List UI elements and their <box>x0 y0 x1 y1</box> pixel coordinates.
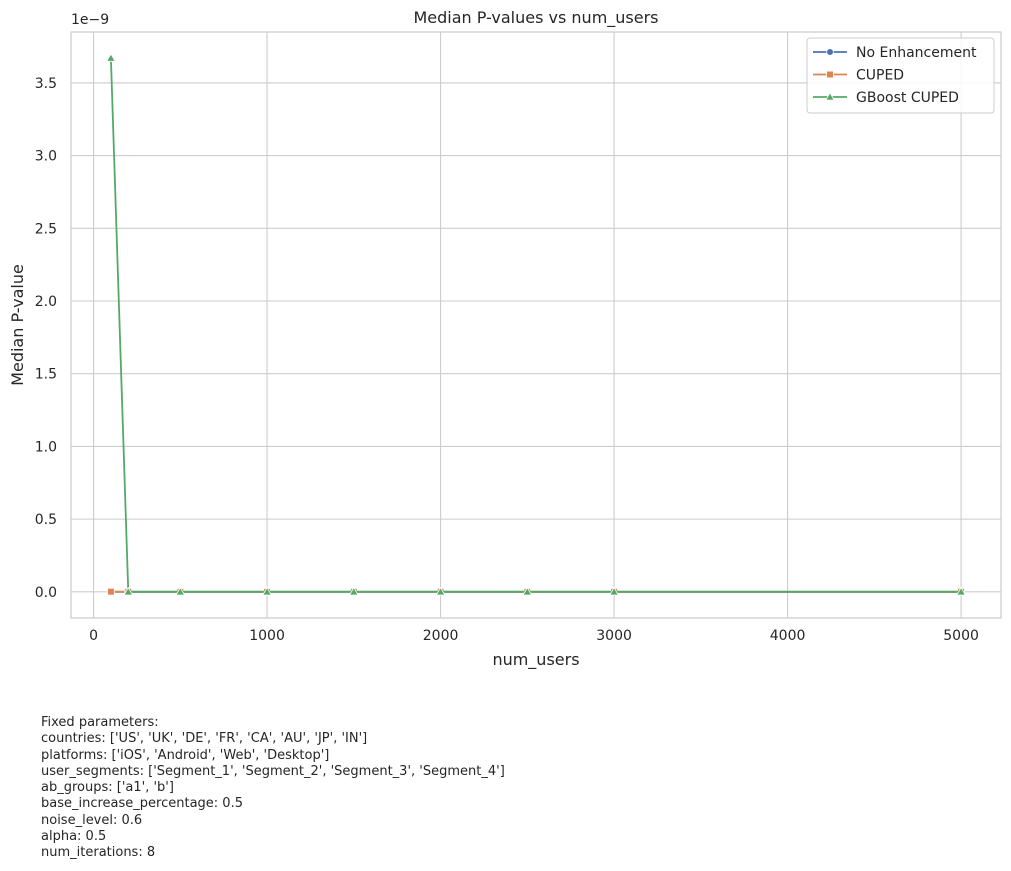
data-point-gboost-cuped <box>175 586 186 596</box>
line-chart: 0 1000 2000 3000 4000 5000 0.0 0.5 1.0 1.5 2.0 2.5 3… <box>8 8 1002 670</box>
series-layer <box>106 53 966 596</box>
y-axis-scale-label: 1e−9 <box>71 12 109 28</box>
x-tick-label: 5000 <box>943 628 979 644</box>
legend-item-gboost-cuped: GBoost CUPED <box>813 90 959 106</box>
legend-marker-cuped <box>826 70 834 79</box>
y-tick-label: 0.5 <box>35 512 57 528</box>
grid <box>71 32 1001 618</box>
legend-item-no-enhancement: No Enhancement <box>813 45 977 61</box>
legend-item-cuped: CUPED <box>813 68 904 84</box>
fixed-parameter-line: num_iterations: 8 <box>41 845 156 861</box>
y-tick-label: 3.0 <box>35 149 57 165</box>
series-gboost-cuped <box>106 53 966 596</box>
data-point-cuped <box>107 587 115 596</box>
fixed-parameters-box: Fixed parameters: countries: ['US', 'UK'… <box>41 715 505 862</box>
fixed-parameter-line: countries: ['US', 'UK', 'DE', 'FR', 'CA'… <box>41 731 368 747</box>
data-point-gboost-cuped <box>106 53 116 62</box>
x-tick-label: 3000 <box>596 628 632 644</box>
legend-box <box>806 37 995 114</box>
x-axis-label: num_users <box>492 650 579 670</box>
data-point-gboost-cuped <box>522 586 533 596</box>
legend-label: No Enhancement <box>856 45 977 61</box>
y-tick-label: 2.0 <box>35 294 57 310</box>
x-tick-label: 1000 <box>249 628 285 644</box>
fixed-parameter-line: platforms: ['iOS', 'Android', 'Web', 'De… <box>41 747 330 763</box>
chart-title: Median P-values vs num_users <box>413 8 658 28</box>
data-point-gboost-cuped <box>348 586 359 596</box>
x-tick-label: 4000 <box>770 628 806 644</box>
data-point-gboost-cuped <box>609 586 619 596</box>
y-tick-label: 0.0 <box>35 585 57 601</box>
fixed-parameters-heading: Fixed parameters: <box>41 715 159 730</box>
data-point-gboost-cuped <box>956 586 966 596</box>
x-tick-label: 2000 <box>423 628 459 644</box>
data-point-gboost-cuped <box>435 586 446 596</box>
fixed-parameter-line: alpha: 0.5 <box>41 829 107 845</box>
x-tick-label: 0 <box>89 628 98 644</box>
fixed-parameter-line: base_increase_percentage: 0.5 <box>41 796 243 812</box>
y-tick-label: 3.5 <box>35 76 57 92</box>
legend: No Enhancement CUPED GBoost CUPED <box>806 37 995 114</box>
tick-labels: 0 1000 2000 3000 4000 5000 0.0 0.5 1.0 1.5 2.0 2.5 3… <box>35 76 979 644</box>
legend-marker-no-enhancement <box>826 48 834 56</box>
y-tick-label: 1.0 <box>35 439 57 455</box>
fixed-parameter-line: user_segments: ['Segment_1', 'Segment_2'… <box>41 763 505 779</box>
y-tick-label: 2.5 <box>35 221 57 237</box>
data-point-gboost-cuped <box>123 586 134 596</box>
series-line-gboost-cuped <box>110 58 962 593</box>
y-axis-label: Median P-value <box>8 264 27 386</box>
legend-label: CUPED <box>856 68 904 84</box>
fixed-parameter-line: ab_groups: ['a1', 'b'] <box>41 780 174 796</box>
y-tick-label: 1.5 <box>35 367 57 383</box>
legend-marker-gboost-cuped <box>825 91 835 101</box>
axes-frame <box>70 31 1002 619</box>
legend-label: GBoost CUPED <box>856 90 959 106</box>
data-point-gboost-cuped <box>262 586 272 596</box>
fixed-parameter-line: noise_level: 0.6 <box>41 812 143 828</box>
